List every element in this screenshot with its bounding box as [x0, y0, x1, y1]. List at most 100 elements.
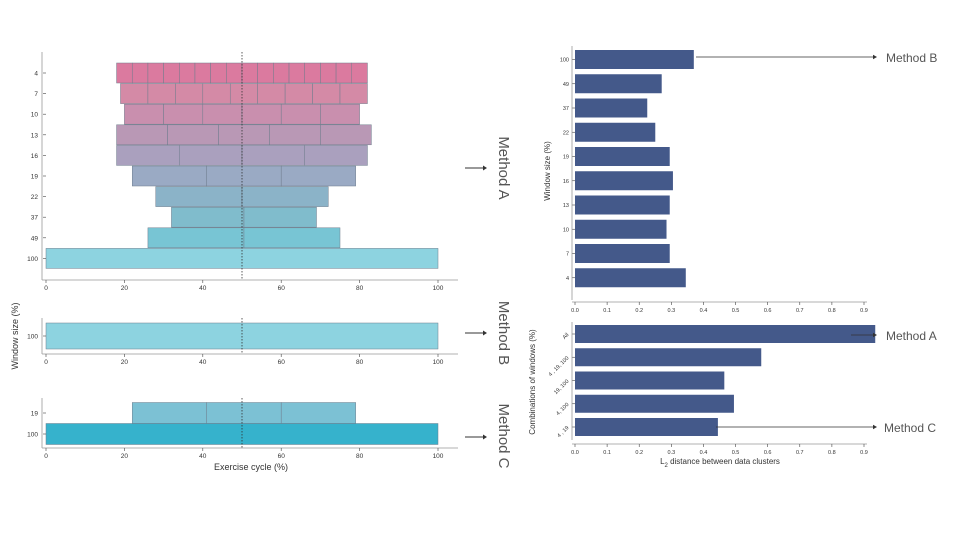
value-bar: [575, 325, 876, 343]
x-tick-label: 0: [44, 359, 48, 366]
arrow-icon: [696, 54, 877, 60]
value-bar: [575, 98, 648, 118]
y-tick-label: 4: [34, 71, 38, 78]
arrow-icon: [465, 330, 487, 336]
y-tick-label: 4 , 19, 100: [548, 355, 571, 378]
y-tick-label: 16: [31, 153, 39, 160]
y-tick-label: 7: [34, 91, 38, 98]
segment-bar: [120, 83, 149, 104]
y-tick-label: 19: [31, 174, 39, 181]
segment-bar: [320, 124, 372, 146]
x-tick-label: 0.1: [603, 450, 611, 456]
window-size-distance-chart: Window size (%) 100 49 37 22 19 16 13 10 7 4 0.0 0.…: [543, 46, 868, 314]
x-tick-label: 60: [278, 359, 286, 366]
value-bar: [575, 418, 718, 436]
x-tick-label: 0.6: [764, 450, 772, 456]
x-tick-label: 0.6: [764, 308, 772, 314]
y-tick-label: 7: [566, 252, 569, 258]
x-tick-label: 0.1: [603, 308, 611, 314]
x-tick-label: 0.7: [796, 450, 804, 456]
segment-bar: [257, 83, 286, 104]
arrow-icon: [465, 434, 487, 440]
method-labels: Method A Method B Method C: [465, 136, 512, 469]
x-tick-label: 0.8: [828, 308, 836, 314]
value-bar: [575, 244, 670, 263]
y-tick-label: 13: [563, 203, 569, 209]
y-tick-label: 22: [563, 130, 569, 136]
segment-bar: [171, 206, 245, 228]
segment-bar: [202, 103, 243, 125]
segment-bar: [229, 83, 258, 104]
method-b-annotation: Method B: [886, 51, 937, 65]
segment-bar: [202, 83, 231, 104]
method-a-vertical-label: Method A: [495, 136, 512, 199]
segment-bar: [175, 83, 204, 104]
x-tick-label: 100: [433, 285, 444, 292]
segment-bar: [210, 62, 227, 84]
method-c-panel: 19 100 0 20 40 60 80 100: [27, 398, 458, 460]
segment-bar: [124, 103, 164, 125]
segment-bar: [206, 402, 282, 424]
segment-bar: [320, 103, 360, 125]
y-tick-label: 4, 100: [555, 402, 570, 417]
arrow-icon: [851, 332, 877, 338]
x-tick-label: 0.0: [571, 450, 579, 456]
segment-bar: [304, 62, 321, 84]
segment-bar: [257, 62, 274, 84]
segment-bar: [243, 206, 317, 228]
x-tick-label: 0.3: [668, 450, 676, 456]
segment-bar: [218, 124, 270, 146]
x-tick-label: 100: [433, 359, 444, 366]
segment-bar: [241, 186, 329, 207]
segment-bar: [335, 62, 353, 84]
method-a-annotation: Method A: [886, 329, 937, 343]
segment-bar: [167, 124, 219, 146]
value-bar: [575, 122, 656, 142]
segment-bar: [206, 165, 282, 187]
value-bar: [575, 371, 725, 390]
value-bar: [575, 74, 662, 94]
x-tick-label: 0.4: [700, 450, 708, 456]
window-combination-distance-chart: Combinations of windows (%) L2 distance …: [528, 322, 876, 469]
segment-bar: [155, 186, 243, 207]
left-x-axis-label: Exercise cycle (%): [214, 462, 288, 472]
y-tick-label: 49: [31, 235, 39, 242]
segment-bar: [280, 103, 321, 125]
y-tick-label: 19, 100: [553, 379, 570, 396]
value-bar: [575, 348, 762, 367]
segment-bar: [241, 145, 305, 166]
y-tick-label: 100: [560, 58, 569, 64]
y-tick-label: 22: [31, 194, 39, 201]
x-tick-label: 0.8: [828, 450, 836, 456]
segment-bar: [226, 62, 243, 84]
segment-bar: [194, 62, 211, 84]
x-tick-label: 20: [121, 359, 129, 366]
right-annotations: Method B Method A Method C: [696, 51, 937, 435]
method-a-panel: 4 7 10 13 16 19 22 37 49 100 0 20 40 60 80 100: [27, 52, 458, 292]
x-tick-label: 60: [278, 453, 286, 460]
segment-bar: [273, 62, 290, 84]
segment-bar: [288, 62, 305, 84]
x-tick-label: 0.5: [732, 450, 740, 456]
y-tick-label: 37: [563, 106, 569, 112]
method-c-vertical-label: Method C: [495, 403, 512, 468]
x-tick-label: 40: [199, 359, 207, 366]
x-tick-label: 0.2: [635, 450, 643, 456]
x-tick-label: 0.5: [732, 308, 740, 314]
value-bar: [575, 147, 670, 166]
value-bar: [575, 268, 686, 288]
exercise-cycle-chart: 4 7 10 13 16 19 22 37 49 100 0 20 40 60 80 100 100 0 20 40…: [10, 52, 458, 472]
y-tick-label: 100: [27, 256, 38, 263]
x-tick-label: 0.9: [860, 308, 868, 314]
y-tick-label: 16: [563, 179, 569, 185]
segment-bar: [351, 62, 368, 84]
value-bar: [575, 195, 670, 215]
segment-bar: [116, 145, 180, 166]
arrow-icon: [716, 424, 877, 430]
segment-bar: [163, 103, 204, 125]
method-c-annotation: Method C: [884, 421, 936, 435]
segment-bar: [241, 62, 258, 84]
segment-bar: [116, 62, 133, 84]
y-tick-label: 19: [31, 411, 39, 418]
y-tick-label: 4 , 19: [556, 425, 570, 439]
